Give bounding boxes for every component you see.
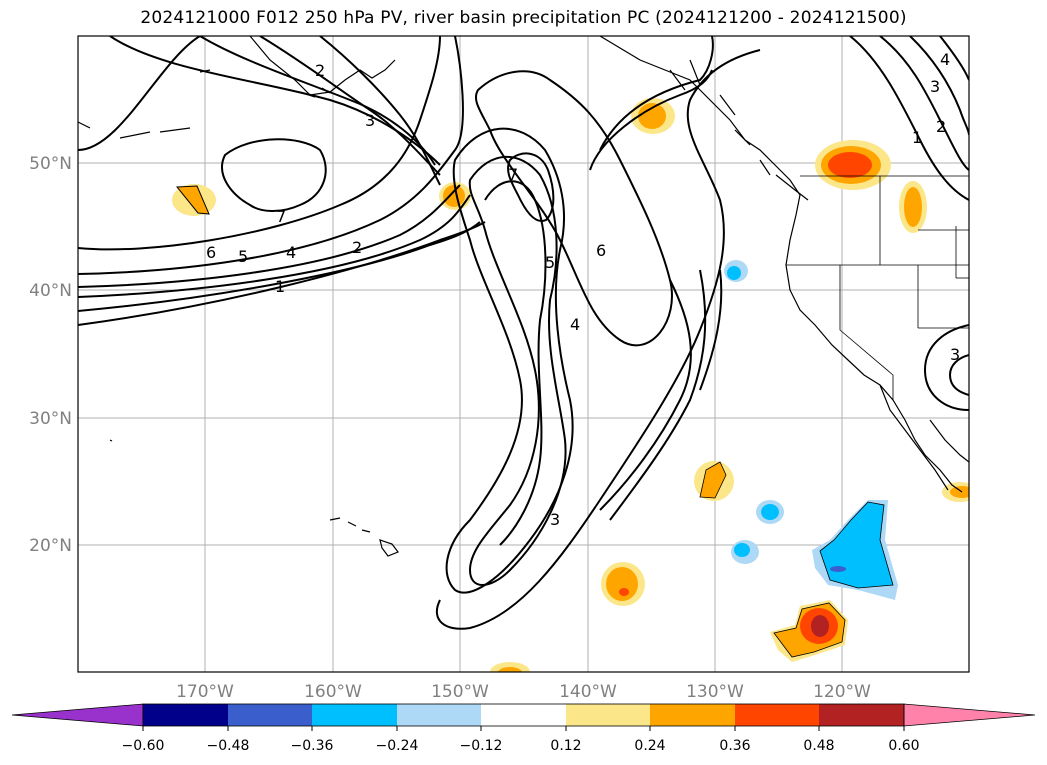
contour-label: 6 [206, 243, 216, 262]
colorbar-segment [481, 704, 566, 726]
colorbar-tick-label: 0.12 [550, 738, 581, 754]
lon-label: 150°W [431, 682, 489, 702]
colorbar-segment [650, 704, 735, 726]
contour-label: 4 [940, 50, 950, 69]
contour-label: 4 [570, 315, 580, 334]
precip-shading [172, 98, 969, 672]
lat-label: 40°N [29, 281, 72, 301]
colorbar-tick-label: −0.60 [122, 738, 165, 754]
map-title: 2024121000 F012 250 hPa PV, river basin … [140, 8, 907, 28]
colorbar-tick-label: 0.36 [719, 738, 750, 754]
colorbar-tick-label: 0.48 [803, 738, 834, 754]
pv-contours [78, 36, 969, 630]
colorbar: −0.60 −0.48 −0.36 −0.24 −0.12 0.12 0.24 … [11, 703, 1036, 754]
contour-label: 3 [950, 345, 960, 364]
contour-label: 5 [238, 247, 248, 266]
colorbar-extend-low [11, 703, 144, 727]
contour-label: 3 [365, 111, 375, 130]
colorbar-tick-label: −0.12 [460, 738, 503, 754]
colorbar-segment [566, 704, 650, 726]
map-frame [77, 35, 970, 673]
lon-label: 130°W [686, 682, 744, 702]
colorbar-tick-label: 0.60 [888, 738, 919, 754]
contour-labels: 2 3 7 6 5 4 2 1 7 5 6 4 3 1 2 3 4 3 [206, 50, 960, 529]
colorbar-segment [143, 704, 228, 726]
longitude-labels: 170°W 160°W 150°W 140°W 130°W 120°W [176, 682, 871, 702]
colorbar-tick-label: −0.36 [291, 738, 334, 754]
contour-label: 7 [508, 165, 518, 184]
colorbar-segment [397, 704, 481, 726]
lat-label: 50°N [29, 154, 72, 174]
contour-label: 1 [275, 277, 285, 296]
contour-label: 1 [912, 128, 922, 147]
lon-label: 160°W [304, 682, 362, 702]
colorbar-tick-label: −0.24 [376, 738, 419, 754]
colorbar-tick-label: −0.48 [207, 738, 250, 754]
colorbar-segment [228, 704, 312, 726]
latitude-labels: 50°N 40°N 30°N 20°N [29, 154, 72, 556]
contour-label: 3 [550, 510, 560, 529]
contour-label: 7 [276, 207, 286, 226]
contour-label: 2 [315, 61, 325, 80]
colorbar-segment [735, 704, 819, 726]
contour-label: 2 [936, 117, 946, 136]
colorbar-outline [142, 703, 905, 727]
contour-label: 2 [352, 238, 362, 257]
colorbar-tick-label: 0.24 [634, 738, 665, 754]
colorbar-extend-high [903, 703, 1036, 727]
lat-label: 20°N [29, 536, 72, 556]
lon-label: 120°W [813, 682, 871, 702]
contour-label: 3 [930, 77, 940, 96]
colorbar-segment [819, 704, 904, 726]
colorbar-segment [312, 704, 397, 726]
contour-label: 5 [545, 253, 555, 272]
contour-label: 6 [596, 241, 606, 260]
contour-label: 4 [286, 243, 296, 262]
lat-label: 30°N [29, 409, 72, 429]
lon-label: 140°W [559, 682, 617, 702]
lon-label: 170°W [176, 682, 234, 702]
